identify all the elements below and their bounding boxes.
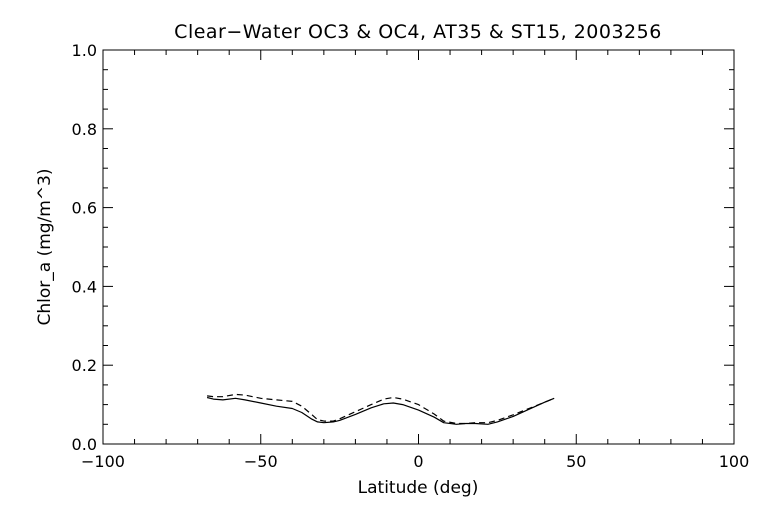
y-tick-label: 0.0 <box>72 435 97 454</box>
series-group <box>206 393 555 425</box>
y-tick-label: 1.0 <box>72 41 97 60</box>
x-tick-label: 0 <box>413 452 423 471</box>
y-axis: 0.0 0.2 0.4 0.6 0.8 1.0 <box>72 41 734 454</box>
chart-title: Clear−Water OC3 & OC4, AT35 & ST15, 2003… <box>174 21 662 43</box>
y-tick-label: 0.2 <box>72 356 97 375</box>
series-line-solid <box>206 396 555 425</box>
x-tick-label: 50 <box>566 452 586 471</box>
y-tick-label: 0.8 <box>72 120 97 139</box>
x-tick-label: 100 <box>719 452 750 471</box>
x-tick-label: −100 <box>81 452 125 471</box>
series-line-dashed <box>207 393 555 425</box>
x-axis: −100 −50 0 50 100 <box>81 50 749 471</box>
x-minor-ticks <box>134 50 703 444</box>
plot-frame <box>102 49 735 445</box>
y-tick-label: 0.6 <box>72 199 97 218</box>
y-minor-ticks <box>103 69 734 425</box>
y-tick-label: 0.4 <box>72 277 97 296</box>
x-axis-label: Latitude (deg) <box>358 478 479 498</box>
y-axis-label: Chlor_a (mg/m^3) <box>35 168 55 325</box>
x-tick-label: −50 <box>244 452 278 471</box>
